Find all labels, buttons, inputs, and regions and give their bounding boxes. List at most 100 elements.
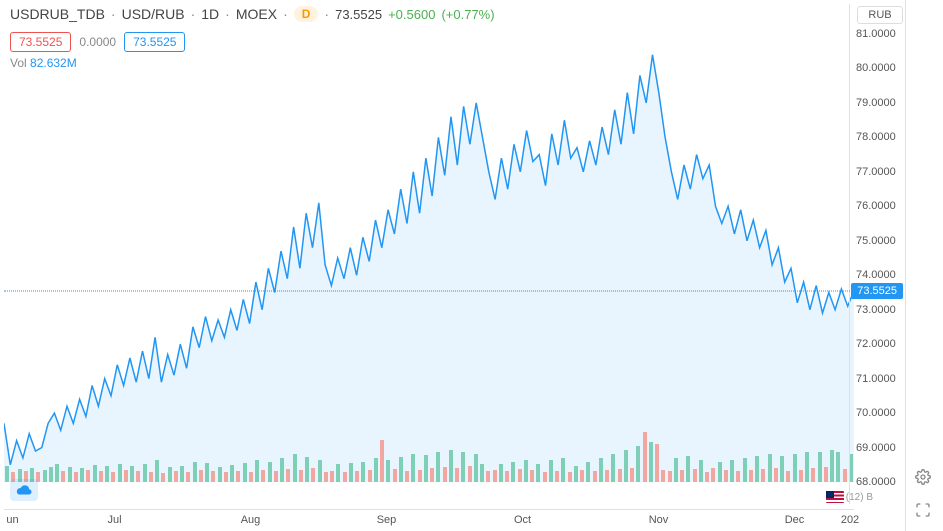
volume-bar [461, 452, 465, 482]
volume-bar [655, 444, 659, 482]
y-tick-label: 81.0000 [856, 28, 896, 40]
volume-bar [318, 460, 322, 482]
volume-bar [618, 469, 622, 482]
volume-bar [505, 471, 509, 482]
volume-bar [593, 471, 597, 482]
y-axis[interactable]: 81.000080.000079.000078.000077.000076.00… [849, 4, 903, 504]
pair: USD/RUB [122, 6, 185, 22]
volume-bar [111, 472, 115, 482]
separator: · [324, 6, 329, 22]
volume-bar [686, 456, 690, 482]
volume-bar [186, 472, 190, 482]
volume-bar [349, 463, 353, 482]
volume-bar [761, 469, 765, 482]
volume-bar [768, 454, 772, 482]
fullscreen-icon[interactable] [915, 502, 931, 523]
volume-bar [43, 470, 47, 482]
volume-bar [61, 471, 65, 482]
volume-bar [793, 454, 797, 482]
interval[interactable]: 1D [201, 6, 219, 22]
cloud-icon [15, 484, 33, 496]
volume-bar [305, 457, 309, 482]
chart-area[interactable] [4, 4, 854, 504]
volume-bar [568, 472, 572, 482]
y-tick-label: 71.0000 [856, 373, 896, 385]
volume-bar [643, 432, 647, 482]
change-pct: (+0.77%) [441, 7, 494, 22]
snapshot-button[interactable] [10, 479, 38, 501]
volume-bar [743, 458, 747, 482]
volume-bar [280, 458, 284, 482]
volume-bar [780, 456, 784, 482]
volume-bar [705, 472, 709, 482]
x-tick-label: 202 [841, 514, 859, 526]
volume-bar [386, 460, 390, 482]
volume-bar [261, 470, 265, 482]
volume-bar [168, 467, 172, 482]
volume-bar [699, 460, 703, 482]
y-tick-label: 80.0000 [856, 62, 896, 74]
chart-header: USDRUB_TDB · USD/RUB · 1D · MOEX · D · 7… [10, 6, 495, 22]
volume-bar [230, 465, 234, 482]
volume-bar [155, 460, 159, 482]
volume-bar [174, 471, 178, 482]
volume-bar [799, 470, 803, 482]
volume-bar [211, 471, 215, 482]
event-flag[interactable]: (12) B [826, 491, 873, 503]
volume-bar [561, 458, 565, 482]
interval-badge[interactable]: D [294, 6, 319, 22]
volume-bar [143, 464, 147, 482]
volume-bar [624, 450, 628, 482]
symbol[interactable]: USDRUB_TDB [10, 6, 105, 22]
volume-bar [636, 446, 640, 482]
volume-bar [105, 466, 109, 482]
volume-bar [405, 471, 409, 482]
x-axis[interactable]: unJulAugSepOctNovDec202 [4, 509, 854, 531]
settings-icon[interactable] [915, 469, 931, 490]
volume-bar [180, 466, 184, 482]
y-tick-label: 74.0000 [856, 269, 896, 281]
volume-bar [449, 450, 453, 482]
volume-bar [574, 466, 578, 482]
volume-bar [236, 471, 240, 482]
volume-bar [668, 471, 672, 482]
volume-bar [711, 468, 715, 482]
volume-bar [193, 462, 197, 482]
volume-bar [749, 470, 753, 482]
right-toolbar [905, 0, 939, 531]
y-tick-label: 73.0000 [856, 304, 896, 316]
y-tick-label: 77.0000 [856, 166, 896, 178]
volume-bar [399, 457, 403, 482]
volume-bar [311, 468, 315, 482]
x-tick-label: Oct [514, 514, 531, 526]
volume-bar [830, 450, 834, 482]
x-tick-label: Jul [107, 514, 121, 526]
bid-pill[interactable]: 73.5525 [10, 32, 71, 52]
separator: · [111, 6, 116, 22]
volume-bar [293, 454, 297, 482]
volume-value: 82.632M [30, 56, 77, 70]
volume-bar [99, 471, 103, 482]
volume-bar [74, 472, 78, 482]
volume-bar [255, 460, 259, 482]
last-price: 73.5525 [335, 7, 382, 22]
volume-bar [480, 464, 484, 482]
volume-bar [374, 458, 378, 482]
separator: · [191, 6, 196, 22]
y-tick-label: 78.0000 [856, 131, 896, 143]
ask-pill[interactable]: 73.5525 [124, 32, 185, 52]
volume-bar [493, 470, 497, 482]
x-tick-label: Nov [649, 514, 669, 526]
volume-bar [249, 472, 253, 482]
volume-bar [205, 463, 209, 482]
volume-bar [286, 469, 290, 482]
volume-bar [361, 462, 365, 482]
volume-bar [774, 468, 778, 482]
volume-bar [718, 462, 722, 482]
volume-bar [555, 471, 559, 482]
volume-bar [5, 466, 9, 482]
y-tick-label: 70.0000 [856, 407, 896, 419]
price-tag: 73.5525 [851, 283, 903, 299]
volume-bar [724, 470, 728, 482]
volume-bar [693, 469, 697, 482]
